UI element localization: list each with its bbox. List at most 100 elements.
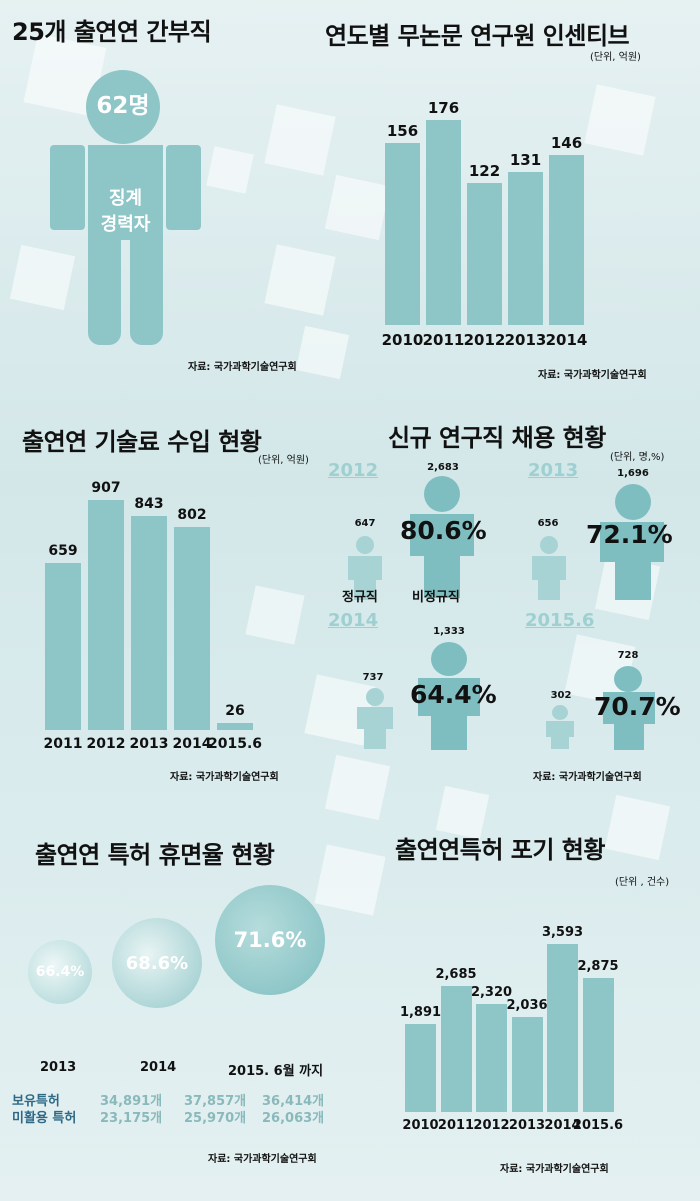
nonregular-pct: 72.1% bbox=[586, 520, 673, 549]
background-square bbox=[584, 84, 656, 156]
category-label: 2013 bbox=[508, 1118, 546, 1133]
royalty-unit: (단위, 억원) bbox=[258, 455, 309, 466]
regular-count: 737 bbox=[362, 672, 384, 683]
unused-patents-2014: 25,970개 bbox=[184, 1111, 247, 1126]
nonregular-label: 비정규직 bbox=[412, 590, 460, 605]
background-square bbox=[324, 174, 391, 241]
regular-count: 647 bbox=[354, 518, 376, 529]
category-label: 2012 bbox=[86, 736, 126, 752]
regular-label: 정규직 bbox=[342, 590, 378, 605]
bar-2014 bbox=[547, 944, 578, 1112]
bar-value-label: 1,891 bbox=[399, 1004, 442, 1020]
held-patents-2013: 34,891개 bbox=[100, 1094, 163, 1109]
category-label: 2011 bbox=[437, 1118, 475, 1133]
background-square bbox=[264, 104, 336, 176]
background-square bbox=[9, 244, 76, 311]
hiring-year-2015-6: 2015.6 bbox=[525, 610, 595, 631]
bar-2013 bbox=[511, 1016, 543, 1112]
executive-label: 징계 경력자 bbox=[88, 186, 163, 238]
bar-value-label: 907 bbox=[91, 480, 121, 496]
bar-value-label: 176 bbox=[427, 99, 460, 117]
source-note: 자료: 국가과학기술연구회 bbox=[533, 772, 642, 783]
unused-patents-2013: 23,175개 bbox=[100, 1111, 163, 1126]
held-patents-label: 보유특허 bbox=[12, 1094, 60, 1109]
dormancy-year-2015: 2015. 6월 까지 bbox=[228, 1064, 324, 1079]
category-label: 2013 bbox=[504, 331, 547, 349]
nonregular-pct: 80.6% bbox=[400, 516, 487, 545]
bar-value-label: 26 bbox=[225, 703, 245, 720]
category-label: 2014 bbox=[544, 1118, 581, 1133]
category-label: 2015.6 bbox=[572, 1118, 624, 1133]
bar-value-label: 122 bbox=[468, 161, 501, 180]
bar-2010 bbox=[405, 1023, 436, 1112]
bar-value-label: 2,875 bbox=[577, 958, 619, 974]
category-label: 2010 bbox=[381, 331, 424, 349]
bar-2012 bbox=[467, 182, 502, 325]
bar-value-label: 843 bbox=[134, 496, 164, 513]
abandon-unit: (단위 , 건수) bbox=[615, 877, 670, 888]
bar-2010 bbox=[385, 143, 420, 325]
bar-value-label: 2,036 bbox=[506, 997, 548, 1013]
abandon-title: 출연연특허 포기 현황 bbox=[395, 836, 605, 864]
bar-2011 bbox=[426, 120, 461, 325]
nonregular-pct: 64.4% bbox=[410, 680, 497, 709]
royalty-title: 출연연 기술료 수입 현황 bbox=[22, 428, 262, 456]
incentive-title: 연도별 무논문 연구원 인센티브 bbox=[325, 22, 630, 50]
nonregular-count: 728 bbox=[617, 650, 639, 661]
nonregular-count: 2,683 bbox=[427, 462, 459, 473]
background-square bbox=[314, 844, 386, 916]
bar-2014 bbox=[174, 526, 210, 730]
bar-2012 bbox=[476, 1003, 507, 1112]
hiring-unit: (단위, 명,%) bbox=[610, 452, 665, 463]
hiring-year-2012: 2012 bbox=[328, 460, 379, 481]
bar-2012 bbox=[88, 500, 124, 730]
bar-2015.6 bbox=[217, 723, 253, 730]
bar-2011 bbox=[440, 986, 472, 1112]
hiring-year-2013: 2013 bbox=[528, 460, 579, 481]
bar-value-label: 2,320 bbox=[470, 984, 513, 1000]
bar-2013 bbox=[508, 172, 543, 325]
executives-title: 25개 출연연 간부직 bbox=[12, 18, 212, 46]
dormancy-circle-2015: 71.6% bbox=[215, 885, 325, 995]
category-label: 2010 bbox=[402, 1118, 439, 1133]
royalty-chart: 659 2011 907 2012 843 2013 802 2014 26 2015.6 bbox=[44, 450, 270, 760]
source-note: 자료: 국가과학기술연구회 bbox=[208, 1154, 317, 1165]
category-label: 2011 bbox=[422, 331, 465, 349]
category-label: 2014 bbox=[545, 331, 588, 349]
dormancy-year-2013: 2013 bbox=[40, 1060, 77, 1075]
bar-value-label: 3,593 bbox=[541, 925, 584, 940]
category-label: 2012 bbox=[473, 1118, 510, 1133]
bar-2014 bbox=[549, 154, 584, 325]
background-square bbox=[264, 244, 336, 316]
category-label: 2012 bbox=[463, 331, 506, 349]
held-patents-2015: 36,414개 bbox=[262, 1094, 325, 1109]
unused-patents-2015: 26,063개 bbox=[262, 1111, 325, 1126]
dormancy-circle-2014: 68.6% bbox=[112, 918, 202, 1008]
executive-label-line1: 징계 bbox=[108, 188, 143, 209]
source-note: 자료: 국가과학기술연구회 bbox=[500, 1164, 609, 1175]
bar-value-label: 131 bbox=[509, 151, 542, 170]
source-note: 자료: 국가과학기술연구회 bbox=[538, 370, 647, 381]
category-label: 2011 bbox=[43, 736, 83, 752]
bar-value-label: 2,685 bbox=[435, 967, 477, 983]
executive-label-line2: 경력자 bbox=[100, 214, 151, 235]
bar-value-label: 802 bbox=[177, 506, 207, 523]
category-label: 2015.6 bbox=[207, 736, 263, 752]
incentive-unit: (단위, 억원) bbox=[590, 52, 641, 63]
nonregular-pct: 70.7% bbox=[594, 692, 681, 721]
dormancy-circle-2013: 66.4% bbox=[28, 940, 92, 1004]
bar-2013 bbox=[131, 516, 167, 730]
nonregular-count: 1,333 bbox=[433, 626, 465, 637]
background-square bbox=[206, 146, 254, 194]
abandon-chart: 1,891 2010 2,685 2011 2,320 2012 2,036 2013 3,59… bbox=[400, 880, 623, 1142]
dormancy-title: 출연연 특허 휴면율 현황 bbox=[35, 841, 275, 869]
held-patents-2014: 37,857개 bbox=[184, 1094, 247, 1109]
executive-count: 62명 bbox=[96, 93, 150, 119]
bar-value-label: 146 bbox=[550, 133, 583, 152]
unused-patents-label: 미활용 특허 bbox=[12, 1111, 77, 1126]
bar-2015.6 bbox=[582, 977, 614, 1112]
incentive-chart: 156 2010 176 2011 122 2012 131 2013 146 2014 bbox=[382, 55, 590, 355]
category-label: 2014 bbox=[172, 736, 212, 752]
category-label: 2013 bbox=[129, 736, 169, 752]
background-square bbox=[604, 794, 671, 861]
